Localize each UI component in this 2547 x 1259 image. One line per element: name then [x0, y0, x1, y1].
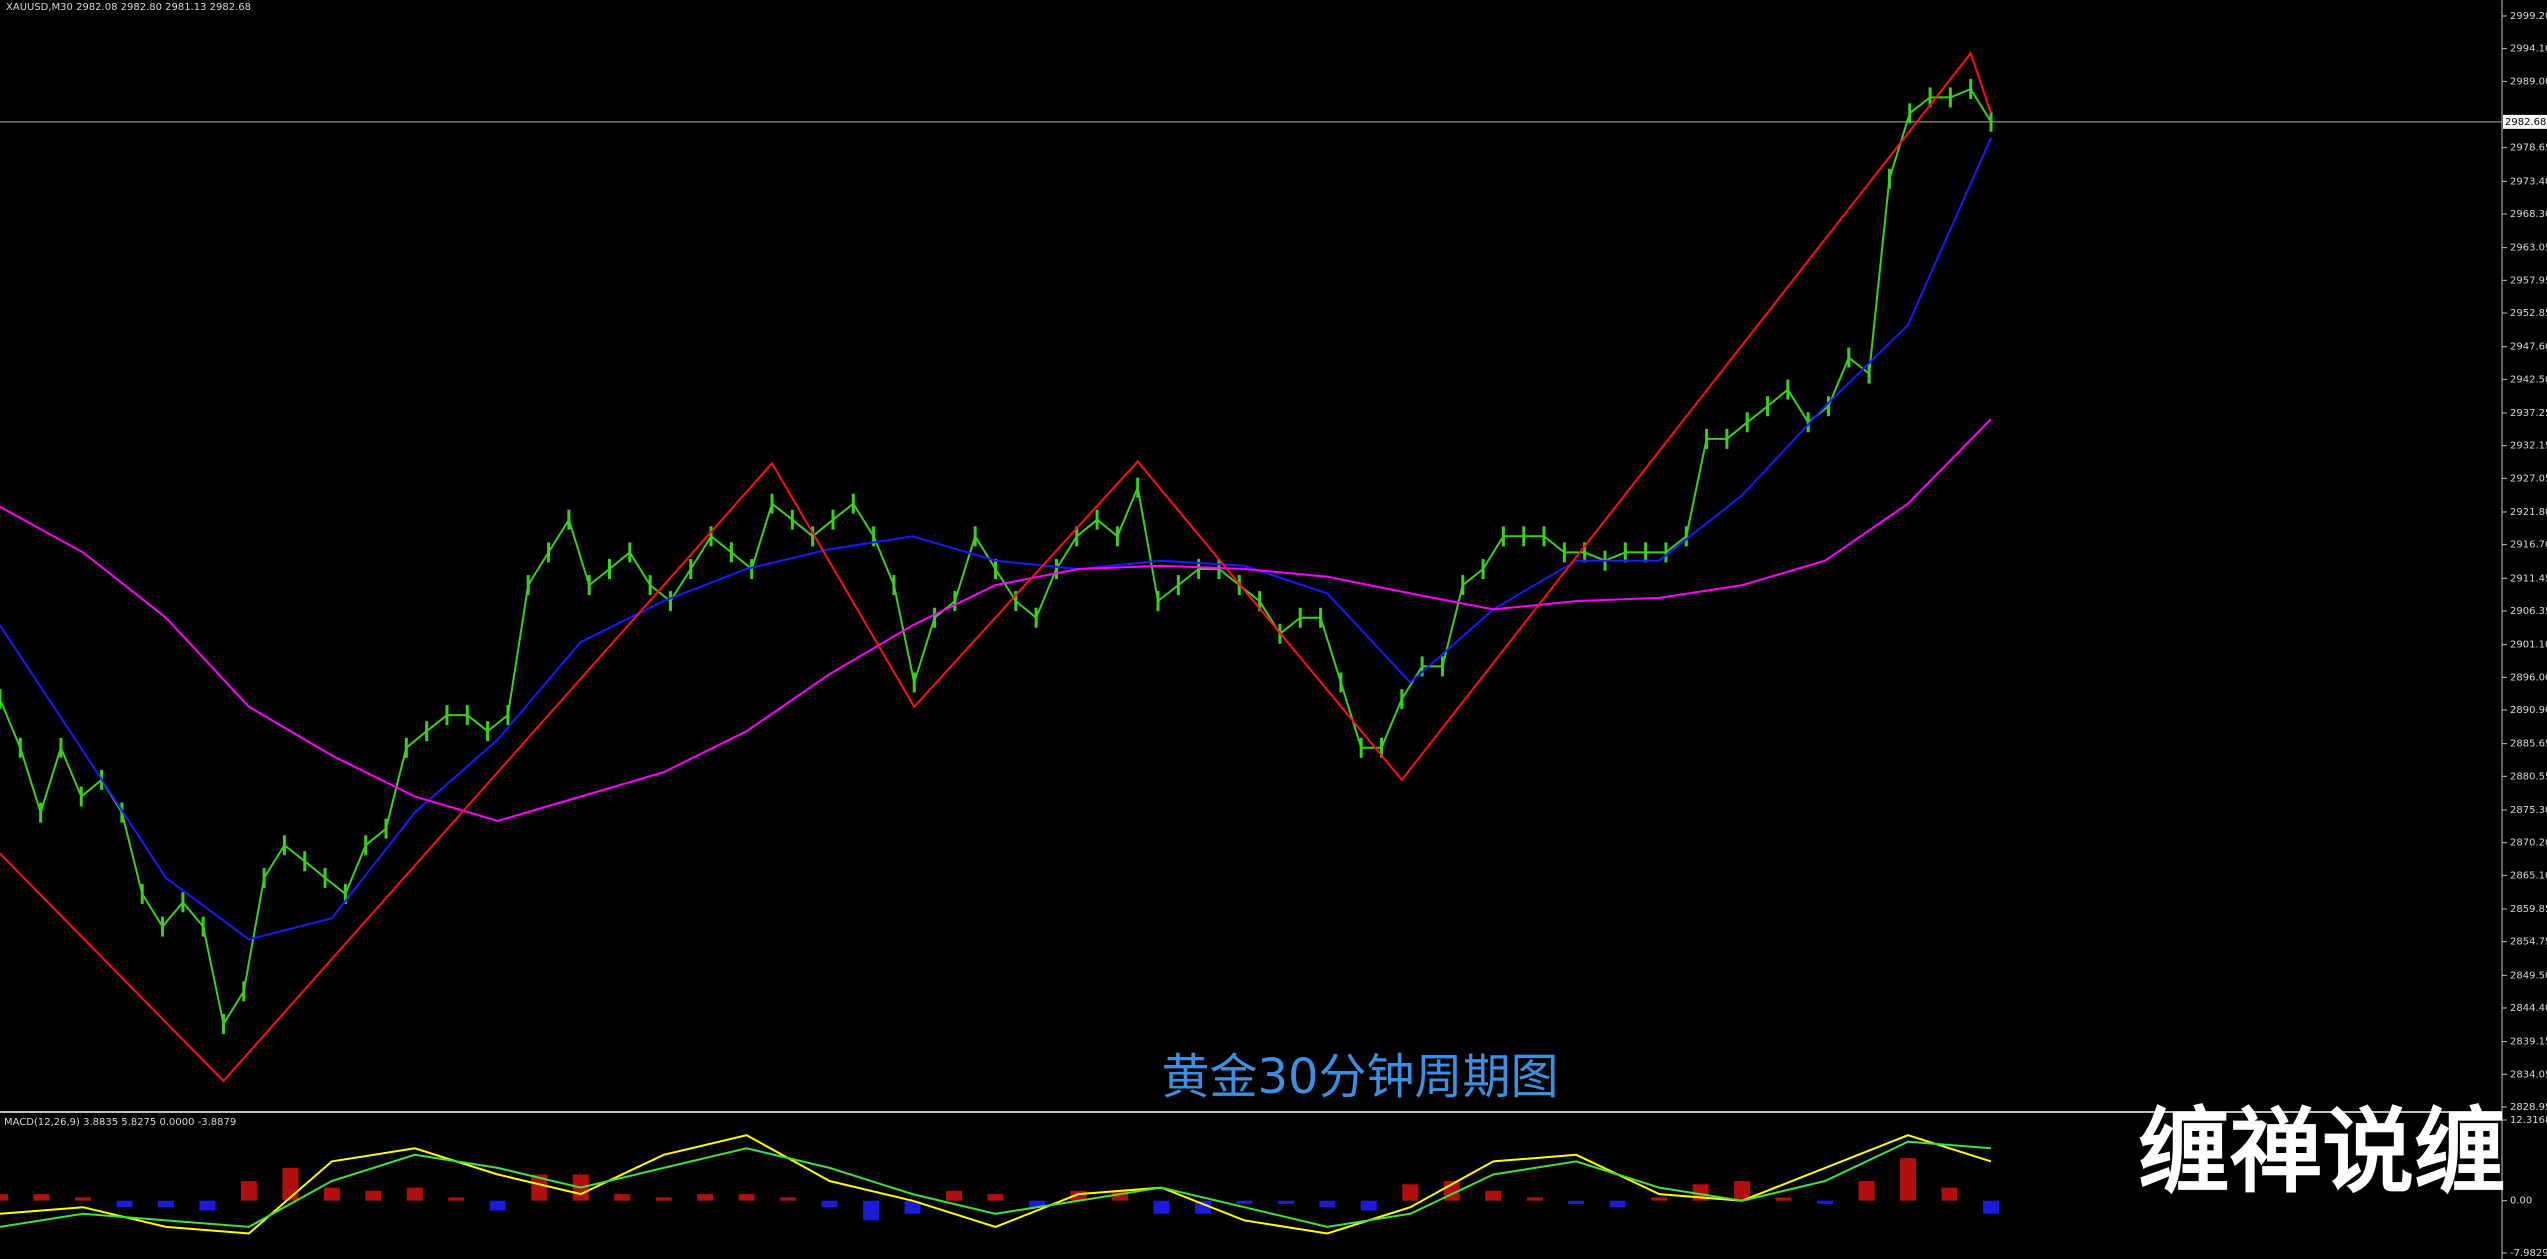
histogram-bar [1277, 1200, 1294, 1204]
y-tick-label: 2978.65 [2510, 143, 2547, 154]
histogram-bar [863, 1200, 880, 1221]
histogram-bar [489, 1200, 506, 1211]
histogram-bar [282, 1167, 299, 1201]
y-tick-label: 2849.50 [2510, 970, 2547, 981]
y-tick-label: 2834.05 [2510, 1069, 2547, 1080]
y-tick-label: 2994.10 [2510, 44, 2547, 55]
histogram-bar [1360, 1200, 1377, 1211]
histogram-bar [1111, 1190, 1128, 1201]
y-tick-label: 2885.65 [2510, 739, 2547, 750]
y-tick-label: 2937.25 [2510, 408, 2547, 419]
y-tick-label: 2911.45 [2510, 573, 2547, 584]
histogram-bar [1734, 1181, 1751, 1201]
histogram-bar [1775, 1197, 1792, 1201]
histogram-bar [1568, 1200, 1585, 1204]
y-tick-label: 2875.30 [2510, 805, 2547, 816]
last-price-box [2503, 114, 2547, 129]
chart-title: XAUUSD,M30 2982.08 2982.80 2981.13 2982.… [6, 2, 251, 13]
histogram-bar [1485, 1190, 1502, 1201]
histogram-bar [697, 1194, 714, 1201]
histogram-bar [157, 1200, 174, 1208]
y-tick-label: 2932.15 [2510, 441, 2547, 452]
histogram-bar [1858, 1181, 1875, 1201]
histogram-bar [1526, 1197, 1543, 1201]
histogram-bar [365, 1190, 382, 1201]
histogram-bar [1651, 1197, 1668, 1201]
y-tick-label: 2890.90 [2510, 705, 2547, 716]
y-tick-label: 2839.15 [2510, 1037, 2547, 1048]
caption: 黄金30分钟周期图 [1161, 1049, 1558, 1105]
histogram-bar [406, 1187, 423, 1201]
y-tick-label: 2916.70 [2510, 540, 2547, 551]
histogram-bar [821, 1200, 838, 1208]
last-price-label: 2982.68 [2505, 117, 2546, 128]
histogram-bar [199, 1200, 216, 1211]
histogram-bar [987, 1194, 1004, 1201]
y-tick-label: 2901.10 [2510, 640, 2547, 651]
histogram-bar [904, 1200, 921, 1214]
y-tick-label: 2989.00 [2510, 76, 2547, 87]
histogram-bar [33, 1194, 50, 1201]
histogram-bar [1236, 1200, 1253, 1204]
y-tick-label: 2844.40 [2510, 1003, 2547, 1014]
histogram-bar [738, 1194, 755, 1201]
y-tick-label: 2963.05 [2510, 243, 2547, 254]
histogram-bar [655, 1197, 672, 1201]
y-tick-label: 2896.00 [2510, 672, 2547, 683]
histogram-bar [448, 1197, 465, 1201]
series-line [0, 51, 1992, 1083]
y-tick-label: 12.3168 [2510, 1115, 2547, 1126]
y-tick-label: 2865.10 [2510, 870, 2547, 881]
y-tick-label: 2968.30 [2510, 209, 2547, 220]
series-line [0, 418, 1992, 822]
y-tick-label: 2859.85 [2510, 904, 2547, 915]
histogram-bar [1153, 1200, 1170, 1214]
y-tick-label: 2952.85 [2510, 308, 2547, 319]
y-tick-label: 2973.40 [2510, 176, 2547, 187]
y-tick-label: 2957.95 [2510, 275, 2547, 286]
series-line [0, 1134, 1992, 1235]
histogram-bar [1609, 1200, 1626, 1208]
histogram-bar [1028, 1200, 1045, 1208]
y-tick-label: 2947.60 [2510, 342, 2547, 353]
y-tick-label: 0.00 [2510, 1196, 2532, 1207]
histogram-bar [531, 1174, 548, 1201]
y-tick-label: 2906.35 [2510, 606, 2547, 617]
y-tick-label: 2921.80 [2510, 507, 2547, 518]
histogram-bar [1319, 1200, 1336, 1208]
histogram-bar [323, 1187, 340, 1201]
y-tick-label: 2927.05 [2510, 473, 2547, 484]
histogram-bar [1402, 1184, 1419, 1201]
y-tick-label: 2828.95 [2510, 1102, 2547, 1113]
y-tick-label: 2999.20 [2510, 11, 2547, 22]
histogram-bar [240, 1181, 257, 1201]
watermark: 缠禅说缠 [2138, 1098, 2506, 1205]
histogram-bar [946, 1190, 963, 1201]
series-line [0, 137, 1992, 941]
histogram-bar [1941, 1187, 1958, 1201]
y-tick-label: 2942.50 [2510, 374, 2547, 385]
histogram-bar [1194, 1200, 1211, 1214]
y-tick-label: 2854.75 [2510, 937, 2547, 948]
series-line [0, 87, 1992, 1027]
histogram-bar [1817, 1200, 1834, 1204]
series-line [0, 1140, 1992, 1228]
histogram-bar [0, 1194, 8, 1201]
y-tick-label: 2870.20 [2510, 838, 2547, 849]
histogram-bar [116, 1200, 133, 1208]
histogram-bar [614, 1194, 631, 1201]
y-tick-label: 2880.55 [2510, 771, 2547, 782]
histogram-bar [74, 1197, 91, 1201]
y-tick-label: -7.9829 [2510, 1248, 2547, 1259]
macd-title: MACD(12,26,9) 3.8835 5.8275 0.0000 -3.88… [4, 1117, 236, 1128]
histogram-bar [1070, 1190, 1087, 1201]
histogram-bar [1900, 1158, 1917, 1201]
histogram-bar [1983, 1200, 1999, 1214]
histogram-bar [780, 1197, 797, 1201]
